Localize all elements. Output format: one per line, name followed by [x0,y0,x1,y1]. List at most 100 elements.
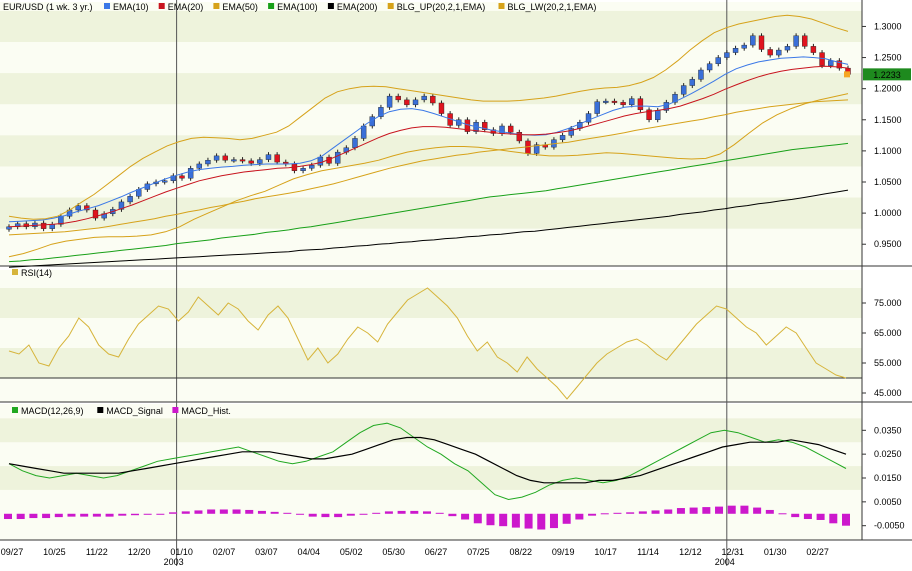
macd-hist-bar[interactable] [727,505,736,514]
series-line-ema-10[interactable] [8,56,849,223]
macd-hist-bar[interactable] [753,507,762,514]
candle[interactable] [395,95,401,101]
macd-hist-bar[interactable] [473,513,482,524]
macd-hist-bar[interactable] [296,513,305,515]
macd-panel[interactable] [4,422,850,530]
candle[interactable] [213,155,220,161]
candle[interactable] [802,35,808,47]
macd-hist-bar[interactable] [626,512,635,514]
candle[interactable] [179,175,185,179]
macd-hist-bar[interactable] [842,513,850,526]
macd-hist-bar[interactable] [791,513,800,518]
candle[interactable] [732,48,739,53]
candle[interactable] [680,85,687,95]
macd-hist-bar[interactable] [829,513,838,524]
candle[interactable] [776,49,782,56]
candle[interactable] [404,99,410,106]
macd-hist-bar[interactable] [321,513,330,518]
candle[interactable] [568,128,574,136]
candle[interactable] [750,35,756,46]
candle[interactable] [421,95,427,101]
candle[interactable] [533,144,540,154]
candle[interactable] [516,132,523,142]
candle[interactable] [655,110,661,120]
macd-hist-bar[interactable] [423,511,431,514]
series-line-ema-200[interactable] [8,189,849,268]
macd-hist-bar[interactable] [537,513,546,530]
candle[interactable] [836,60,843,69]
macd-hist-bar[interactable] [740,505,749,514]
candle[interactable] [758,35,765,50]
macd-hist-bar[interactable] [372,512,381,514]
candle[interactable] [698,69,704,80]
candle[interactable] [127,196,133,203]
series-line-blg-lw-20-2-1-ema[interactable] [8,93,849,258]
macd-hist-bar[interactable] [778,513,787,515]
candle[interactable] [819,52,825,66]
candle[interactable] [784,46,791,51]
macd-hist-bar[interactable] [486,513,495,526]
macd-hist-bar[interactable] [613,512,622,514]
candle[interactable] [507,125,514,133]
macd-hist-bar[interactable] [118,513,127,516]
macd-hist-bar[interactable] [588,513,597,516]
macd-hist-bar[interactable] [245,509,254,514]
candle[interactable] [438,102,445,114]
macd-hist-bar[interactable] [549,513,558,529]
macd-hist-bar[interactable] [461,513,470,520]
candle[interactable] [793,35,799,47]
candle[interactable] [222,155,228,161]
macd-hist-bar[interactable] [359,513,368,515]
candle[interactable] [334,151,341,164]
macd-line[interactable] [8,422,847,501]
candle[interactable] [672,94,678,103]
macd-hist-bar[interactable] [29,513,38,519]
macd-hist-bar[interactable] [67,513,76,517]
macd-hist-bar[interactable] [130,513,139,516]
macd-hist-bar[interactable] [651,510,660,514]
macd-hist-bar[interactable] [435,512,444,514]
candle[interactable] [646,109,652,120]
candle[interactable] [352,138,358,148]
macd-hist-bar[interactable] [448,513,457,517]
macd-hist-bar[interactable] [219,509,228,514]
macd-hist-bar[interactable] [194,510,203,514]
series-line-blg-up-20-2-1-ema[interactable] [8,14,849,220]
candle[interactable] [741,44,747,49]
candle[interactable] [386,95,393,108]
macd-hist-bar[interactable] [410,510,419,514]
macd-hist-bar[interactable] [562,513,571,524]
candle[interactable] [75,205,81,211]
rsi-line[interactable] [8,287,847,400]
candle[interactable] [689,79,696,86]
candle[interactable] [603,100,609,103]
candle[interactable] [724,52,730,58]
series-line-ema-20[interactable] [8,65,849,228]
series-line-ema-50[interactable] [8,99,849,236]
candle[interactable] [170,175,177,181]
macd-hist-bar[interactable] [575,513,584,520]
candle[interactable] [118,201,125,210]
candle[interactable] [611,100,618,103]
candle[interactable] [317,156,324,166]
candle[interactable] [265,154,272,160]
macd-hist-bar[interactable] [207,509,216,514]
candle[interactable] [274,154,280,163]
macd-hist-bar[interactable] [676,508,685,514]
candle[interactable] [231,159,237,162]
candle[interactable] [205,160,211,165]
macd-hist-bar[interactable] [346,513,355,516]
candle[interactable] [378,107,384,117]
macd-hist-bar[interactable] [308,513,317,517]
candle[interactable] [637,98,644,111]
candle[interactable] [715,57,721,64]
macd-hist-bar[interactable] [270,511,279,514]
macd-hist-bar[interactable] [169,512,178,514]
candle[interactable] [92,209,99,219]
candle[interactable] [239,159,246,162]
macd-hist-bar[interactable] [715,506,724,514]
candle[interactable] [300,168,306,172]
macd-hist-bar[interactable] [397,510,406,514]
macd-signal-line[interactable] [8,436,847,484]
candle[interactable] [257,159,263,164]
